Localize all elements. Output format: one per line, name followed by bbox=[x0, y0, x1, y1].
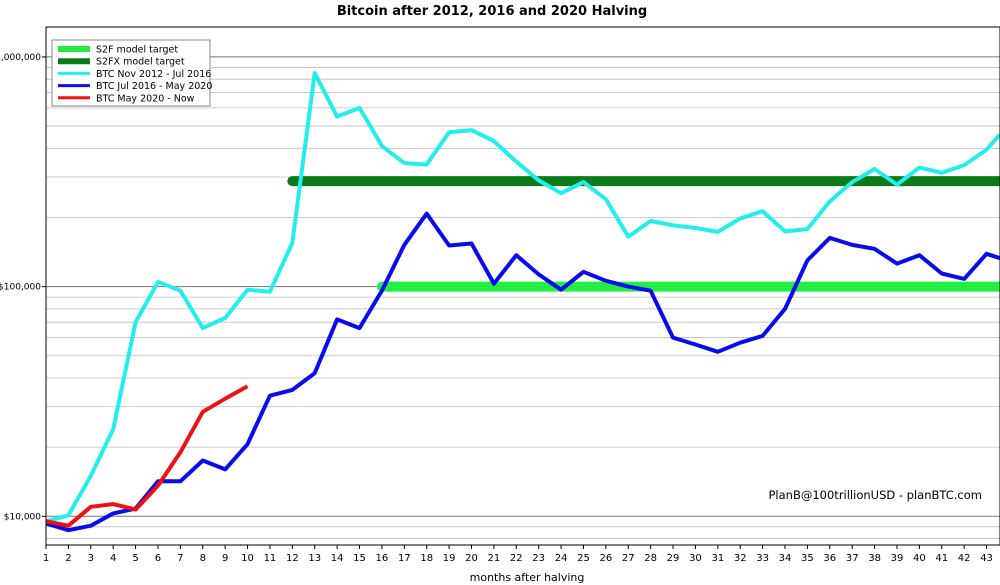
x-tick-label: 19 bbox=[443, 553, 456, 564]
chart-title: Bitcoin after 2012, 2016 and 2020 Halvin… bbox=[337, 4, 647, 19]
x-tick-label: 10 bbox=[241, 553, 254, 564]
x-tick-label: 14 bbox=[331, 553, 344, 564]
legend-label-cycle2016: BTC Jul 2016 - May 2020 bbox=[96, 81, 212, 92]
x-tick-label: 7 bbox=[177, 553, 183, 564]
x-tick-label: 18 bbox=[420, 553, 433, 564]
x-tick-label: 25 bbox=[577, 553, 590, 564]
series-line-cycle2016 bbox=[45, 211, 1000, 533]
legend-label-cycle2020: BTC May 2020 - Now bbox=[96, 93, 195, 104]
y-tick-label: $100,000 bbox=[0, 283, 41, 293]
series-line-cycle2012 bbox=[45, 71, 1000, 524]
x-tick-label: 22 bbox=[510, 553, 523, 564]
credit-annotation: PlanB@100trillionUSD - planBTC.com bbox=[769, 488, 983, 502]
x-tick-label: 30 bbox=[689, 553, 702, 564]
x-tick-label: 38 bbox=[868, 553, 881, 564]
legend-label-cycle2012: BTC Nov 2012 - Jul 2016 bbox=[96, 69, 211, 80]
x-tick-label: 35 bbox=[801, 553, 814, 564]
x-tick-label: 1 bbox=[43, 553, 49, 564]
axis-layer: 1 2 3 4 5 6 7 8 9 10 11 12 13 14 15 16 17 18 19 20 21 22 23 24 2… bbox=[0, 53, 993, 564]
grid-layer bbox=[46, 56, 1000, 539]
x-tick-label: 21 bbox=[488, 553, 501, 564]
legend-label-s2f: S2F model target bbox=[96, 45, 178, 56]
x-tick-label: 26 bbox=[599, 553, 612, 564]
x-tick-label: 11 bbox=[264, 553, 277, 564]
x-tick-label: 36 bbox=[823, 553, 836, 564]
plot-frame bbox=[45, 26, 1000, 546]
x-tick-label: 9 bbox=[222, 553, 228, 564]
x-tick-label: 32 bbox=[734, 553, 747, 564]
x-tick-label: 31 bbox=[711, 553, 724, 564]
x-tick-label: 13 bbox=[308, 553, 321, 564]
x-tick-label: 3 bbox=[88, 553, 94, 564]
x-tick-label: 17 bbox=[398, 553, 411, 564]
x-tick-label: 23 bbox=[532, 553, 545, 564]
x-tick-label: 15 bbox=[353, 553, 366, 564]
x-tick-label: 42 bbox=[958, 553, 971, 564]
x-tick-label: 28 bbox=[644, 553, 657, 564]
x-tick-label: 37 bbox=[846, 553, 859, 564]
x-tick-label: 40 bbox=[913, 553, 926, 564]
series-line-cycle2020 bbox=[45, 384, 249, 528]
x-tick-label: 2 bbox=[65, 553, 71, 564]
x-tick-label: 6 bbox=[155, 553, 161, 564]
x-tick-label: 39 bbox=[891, 553, 904, 564]
y-tick-label: $10,000 bbox=[4, 512, 41, 522]
x-tick-label: 43 bbox=[980, 553, 993, 564]
x-tick-label: 33 bbox=[756, 553, 769, 564]
x-tick-label: 16 bbox=[376, 553, 389, 564]
x-tick-label: 8 bbox=[200, 553, 206, 564]
x-tick-label: 34 bbox=[779, 553, 792, 564]
x-tick-label: 41 bbox=[935, 553, 948, 564]
y-tick-label: $1,000,000 bbox=[0, 53, 41, 63]
x-tick-label: 4 bbox=[110, 553, 116, 564]
x-tick-label: 20 bbox=[465, 553, 478, 564]
x-tick-label: 5 bbox=[132, 553, 138, 564]
x-tick-label: 24 bbox=[555, 553, 568, 564]
x-axis-label: months after halving bbox=[470, 571, 585, 584]
x-tick-label: 12 bbox=[286, 553, 299, 564]
legend-label-s2fx: S2FX model target bbox=[96, 57, 185, 68]
x-tick-label: 27 bbox=[622, 553, 635, 564]
x-tick-label: 29 bbox=[667, 553, 680, 564]
series-layer bbox=[45, 71, 1000, 533]
